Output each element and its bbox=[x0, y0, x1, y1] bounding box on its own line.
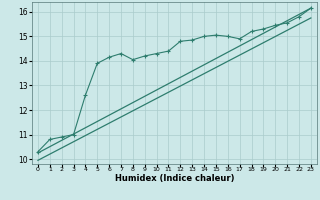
X-axis label: Humidex (Indice chaleur): Humidex (Indice chaleur) bbox=[115, 174, 234, 183]
